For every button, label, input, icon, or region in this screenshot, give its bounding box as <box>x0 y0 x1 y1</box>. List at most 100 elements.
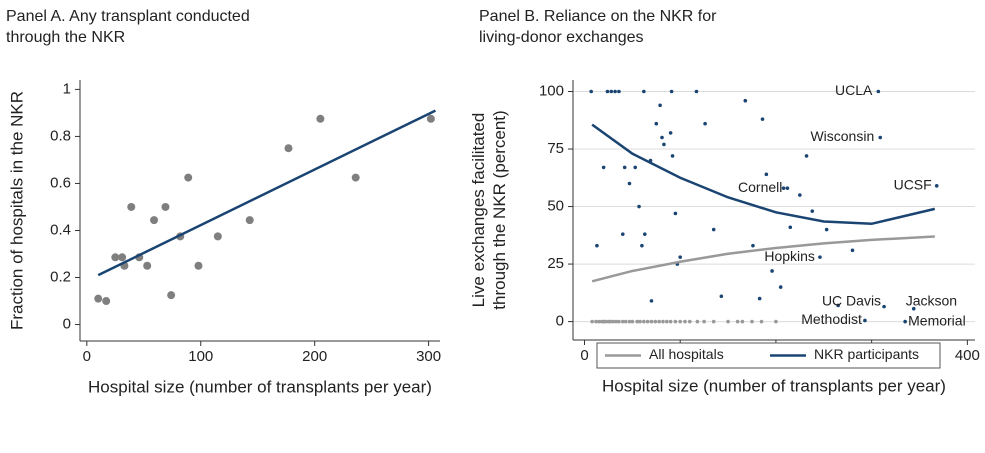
data-point <box>605 89 610 94</box>
data-point <box>633 165 638 170</box>
data-point <box>601 165 606 170</box>
y-tick-label: 0 <box>556 313 564 330</box>
data-point <box>669 89 674 94</box>
y-tick-label: 0 <box>63 316 71 333</box>
data-point <box>245 216 254 225</box>
data-point <box>694 89 699 94</box>
data-point <box>781 186 786 190</box>
data-point <box>740 319 745 324</box>
y-tick-label: 0.8 <box>50 127 71 144</box>
data-point <box>627 319 632 324</box>
data-point <box>711 319 716 324</box>
data-point <box>613 89 617 94</box>
y-tick-label: 0.6 <box>50 174 71 191</box>
data-point <box>774 319 778 324</box>
annotated-point <box>863 318 867 323</box>
data-point <box>622 165 627 170</box>
data-point <box>620 319 625 324</box>
data-point <box>594 319 598 324</box>
data-point <box>642 89 646 94</box>
data-point <box>150 216 159 225</box>
data-point <box>642 232 647 236</box>
point-label: UCLA <box>835 82 873 98</box>
x-tick-label: 0 <box>580 347 588 364</box>
x-axis-label: Hospital size (number of transplants per… <box>602 376 946 395</box>
y-tick-label: 50 <box>547 198 564 215</box>
data-point <box>711 227 716 232</box>
panel-title: Panel A. Any transplant conducted <box>6 8 250 25</box>
data-point <box>630 319 635 324</box>
data-point <box>102 297 111 306</box>
x-axis-label: Hospital size (number of transplants per… <box>88 377 432 396</box>
data-point <box>111 253 120 262</box>
y-tick-label: 0.4 <box>50 221 71 238</box>
fit-curve <box>591 123 936 226</box>
data-point <box>678 319 682 324</box>
data-point <box>678 255 682 259</box>
data-point <box>611 319 615 324</box>
data-point <box>673 211 678 216</box>
y-tick-label: 25 <box>547 255 564 272</box>
x-tick-label: 300 <box>416 348 441 365</box>
data-point <box>757 296 762 301</box>
data-point <box>614 319 618 324</box>
fit-curve <box>591 235 935 283</box>
data-point <box>665 319 669 324</box>
data-point <box>620 232 625 236</box>
annotated-point <box>785 186 790 190</box>
data-point <box>836 303 840 308</box>
data-point <box>284 144 293 153</box>
y-tick-label: 100 <box>539 82 564 99</box>
data-point <box>759 319 764 324</box>
x-tick-label: 100 <box>188 348 213 365</box>
y-axis-label: Fraction of hospitals in the NKR <box>7 91 26 330</box>
data-point <box>608 319 613 324</box>
data-point <box>351 173 360 182</box>
data-point <box>645 319 650 324</box>
data-point <box>623 319 628 324</box>
x-tick-label: 200 <box>302 348 327 365</box>
data-point <box>687 319 692 324</box>
annotated-point <box>882 304 886 309</box>
data-point <box>597 319 601 324</box>
data-point <box>683 319 687 324</box>
annotated-point <box>911 306 916 311</box>
data-point <box>824 227 829 232</box>
data-point <box>719 294 724 299</box>
data-point <box>810 209 815 213</box>
point-label: Wisconsin <box>810 128 874 144</box>
point-label: Cornell <box>738 179 782 195</box>
data-point <box>850 248 855 253</box>
data-point <box>673 319 678 324</box>
data-point <box>798 193 802 197</box>
data-point <box>161 202 170 211</box>
data-point <box>184 173 193 182</box>
point-label: Memorial <box>908 312 966 328</box>
data-point <box>213 232 222 241</box>
legend-label: NKR participants <box>814 346 919 362</box>
y-axis-label: Live exchanges facilitated <box>469 113 488 308</box>
point-label: UCSF <box>894 177 932 193</box>
data-point <box>642 319 646 324</box>
data-point <box>143 261 152 270</box>
data-point <box>695 319 700 324</box>
data-point <box>167 291 176 300</box>
annotated-point <box>876 89 881 94</box>
y-tick-label: 75 <box>547 140 564 157</box>
data-point <box>743 98 748 103</box>
y-axis-label: through the NKR (percent) <box>490 110 509 309</box>
annotated-point <box>934 184 939 188</box>
y-tick-label: 0.2 <box>50 268 71 285</box>
data-point <box>668 131 673 135</box>
point-label: Hopkins <box>764 248 815 264</box>
data-point <box>770 269 774 273</box>
data-point <box>661 319 665 324</box>
data-point <box>635 319 639 324</box>
point-label: UC Davis <box>822 292 881 308</box>
data-point <box>649 299 654 303</box>
data-point <box>654 121 659 126</box>
point-label: Methodist <box>801 311 862 327</box>
data-point <box>637 204 641 209</box>
panel-title: Panel B. Reliance on the NKR for <box>479 8 717 25</box>
